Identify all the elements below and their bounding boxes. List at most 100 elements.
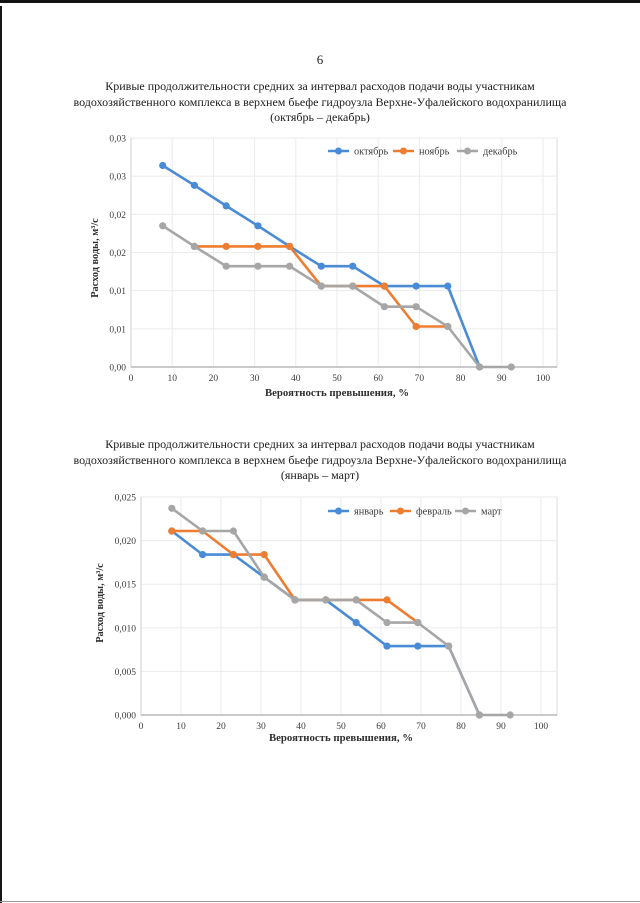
chart1-series-2-point-3 xyxy=(254,262,262,270)
chart2-series-2-point-5 xyxy=(322,596,330,604)
chart1-x-tick-4: 40 xyxy=(291,374,301,384)
chart1-series-2-point-8 xyxy=(412,303,420,311)
chart1-series-2-point-5 xyxy=(317,282,325,290)
chart2-y-tick-3: 0,010 xyxy=(115,624,137,634)
chart1-series-0-point-3 xyxy=(254,222,262,230)
chart1-x-tick-1: 10 xyxy=(167,374,177,384)
chart2-series-1-point-0 xyxy=(168,527,176,535)
chart2-heading-line2: водохозяйственного комплекса в верхнем б… xyxy=(73,452,567,467)
chart1-series-2-point-10 xyxy=(476,363,484,371)
chart1-series-0-point-1 xyxy=(190,181,198,189)
chart1-legend-label-0: октябрь xyxy=(354,147,389,158)
chart1-heading-line2: водохозяйственного комплекса в верхнем б… xyxy=(73,94,567,109)
chart1-x-tick-5: 50 xyxy=(332,374,342,384)
chart1-series-1-point-1 xyxy=(222,242,230,250)
chart2-series-2-line xyxy=(170,506,512,717)
chart2-y-tick-5: 0,000 xyxy=(115,712,137,722)
chart1-series-2-point-6 xyxy=(349,282,357,290)
chart1-series-1-point-6 xyxy=(380,282,388,290)
chart1-series-0-point-2 xyxy=(222,202,230,210)
chart2-series-0-point-6 xyxy=(352,619,360,627)
chart2-x-tick-5: 50 xyxy=(336,722,346,732)
chart1-x-tick-2: 20 xyxy=(209,374,219,384)
chart1-y-axis-title: Расход воды, м³/с xyxy=(90,218,101,298)
chart2-heading-line1: Кривые продолжительности средних за инте… xyxy=(105,437,535,451)
chart1-x-tick-3: 30 xyxy=(250,374,260,384)
chart2-series-1-point-7 xyxy=(383,596,391,604)
chart2-y-tick-2: 0,015 xyxy=(115,581,137,591)
chart1-x-tick-6: 60 xyxy=(373,374,383,384)
chart2-x-tick-1: 10 xyxy=(176,722,186,732)
chart1-series-0-point-6 xyxy=(349,262,357,270)
chart2-x-tick-10: 100 xyxy=(534,722,549,732)
chart1-y-tick-6: 0,00 xyxy=(109,364,126,374)
chart1-series-1-point-3 xyxy=(286,242,294,250)
chart2-heading-line3: (январь – март) xyxy=(280,468,360,483)
chart1-y-tick-1: 0,03 xyxy=(109,173,126,183)
chart1-legend-label-1: ноябрь xyxy=(419,147,450,158)
chart2-series-2-point-9 xyxy=(445,642,453,650)
chart1-series-2-point-4 xyxy=(286,262,294,270)
chart1-x-tick-9: 90 xyxy=(497,374,507,384)
chart1-series-2-point-9 xyxy=(444,322,452,331)
chart1-y-tick-2: 0,02 xyxy=(109,211,126,221)
chart1-x-axis-title: Вероятность превышения, % xyxy=(265,387,409,399)
chart2-series-2-point-6 xyxy=(352,596,360,604)
page-number: 6 xyxy=(316,52,324,67)
chart2-series-0-line xyxy=(170,529,481,717)
chart1-x-tick-0: 0 xyxy=(129,374,134,384)
chart1-heading-line3: (октябрь – декабрь) xyxy=(270,110,370,125)
chart2-series-2-point-10 xyxy=(475,711,483,719)
chart2-series-2-point-4 xyxy=(291,596,299,604)
chart1-heading: Кривые продолжительности средних за инте… xyxy=(20,79,620,126)
scan-edge-top xyxy=(0,0,640,3)
chart2-series-0-point-7 xyxy=(383,642,391,650)
chart1-x-tick-7: 70 xyxy=(415,374,425,384)
chart1-legend-marker-1 xyxy=(400,147,407,155)
chart1-series-1-point-2 xyxy=(254,242,262,250)
chart2-legend-label-0: январь xyxy=(354,507,384,518)
chart1-series-2-point-11 xyxy=(507,363,515,371)
chart2-x-tick-2: 20 xyxy=(216,722,226,732)
chart2-series-2-point-1 xyxy=(199,527,207,535)
chart2-x-axis-title: Вероятность превышения, % xyxy=(269,732,413,744)
chart1-x-tick-10: 100 xyxy=(536,374,551,384)
chart2-series-1-point-3 xyxy=(260,551,268,559)
chart2-legend-marker-1 xyxy=(397,507,404,515)
chart2-x-tick-0: 0 xyxy=(139,722,144,732)
chart2-legend-marker-0 xyxy=(335,507,342,515)
chart1-legend-marker-0 xyxy=(335,147,342,155)
chart2-x-tick-9: 90 xyxy=(496,722,506,732)
chart1-legend-label-2: декабрь xyxy=(483,147,518,158)
chart2-heading: Кривые продолжительности средних за инте… xyxy=(20,437,620,484)
scan-edge-bottom xyxy=(0,901,640,902)
chart2-series-2-point-7 xyxy=(383,619,391,627)
chart2-series-2-point-8 xyxy=(414,619,422,627)
chart2-y-tick-4: 0,005 xyxy=(115,668,137,678)
chart2-series-2-point-3 xyxy=(260,573,268,581)
chart2-x-tick-4: 40 xyxy=(296,722,306,732)
chart1-series-2-point-0 xyxy=(159,222,167,230)
chart1-y-tick-0: 0,03 xyxy=(109,135,126,145)
chart2-series-0-point-1 xyxy=(199,551,207,559)
chart1-y-tick-4: 0,01 xyxy=(109,287,126,297)
chart2-y-axis-title: Расход воды, м³/с xyxy=(95,563,106,643)
chart1-legend-marker-2 xyxy=(464,147,471,155)
scan-edge-left xyxy=(0,6,2,903)
chart1-series-0-point-9 xyxy=(444,282,452,290)
chart1-y-tick-5: 0,01 xyxy=(109,325,126,335)
chart2-series-1-point-2 xyxy=(229,551,237,559)
chart1-series-2-line xyxy=(161,224,513,369)
chart2-series-2-point-2 xyxy=(229,527,237,535)
chart1-series-2-point-7 xyxy=(380,303,388,311)
chart2-legend-marker-2 xyxy=(462,507,469,515)
chart2-x-tick-7: 70 xyxy=(416,722,426,732)
chart1-series-0-point-5 xyxy=(317,262,325,270)
chart1-series-1-point-7 xyxy=(412,322,420,331)
chart1-x-tick-8: 80 xyxy=(456,374,466,384)
chart2-x-tick-8: 80 xyxy=(456,722,466,732)
chart2-y-tick-1: 0,020 xyxy=(115,537,137,547)
chart1-heading-line1: Кривые продолжительности средних за инте… xyxy=(105,79,535,93)
chart2-series-2-point-0 xyxy=(168,504,176,512)
